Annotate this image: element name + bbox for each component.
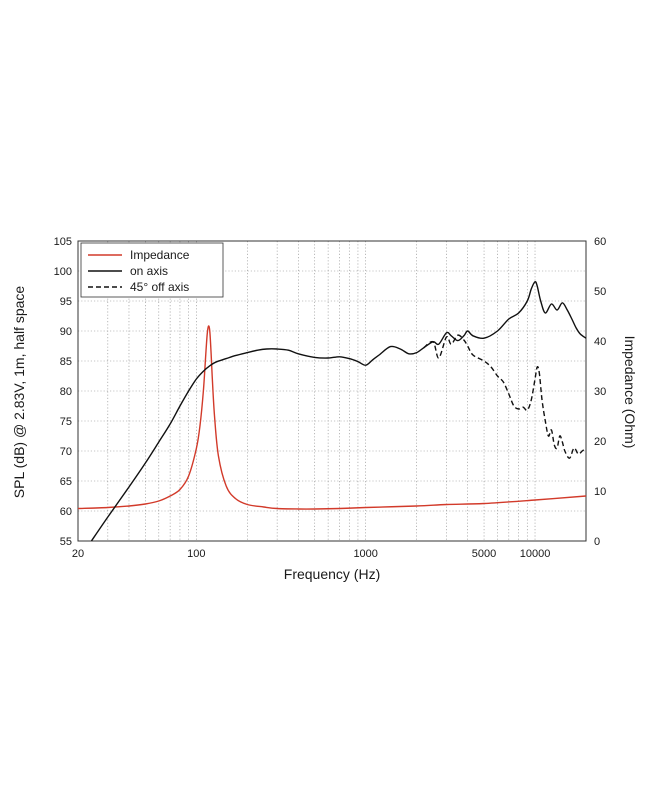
y-axis-right-title: Impedance (Ohm) [622, 336, 638, 449]
y-axis-left-title: SPL (dB) @ 2.83V, 1m, half space [11, 286, 27, 499]
on-axis-curve [90, 281, 586, 541]
x-axis-title: Frequency (Hz) [284, 566, 380, 582]
y-left-tick-label: 85 [60, 356, 72, 368]
x-tick-label: 5000 [472, 548, 496, 560]
y-right-tick-label: 50 [594, 286, 606, 298]
y-right-tick-label: 30 [594, 386, 606, 398]
y-left-tick-label: 65 [60, 476, 72, 488]
plot-frame [77, 240, 587, 542]
y-left-tick-label: 90 [60, 326, 72, 338]
y-left-tick-label: 105 [54, 236, 72, 248]
legend: Impedance on axis 45° off axis [80, 242, 224, 298]
y-right-tick-label: 40 [594, 336, 606, 348]
y-right-tick-label: 60 [594, 236, 606, 248]
tick-labels: 55 60 65 70 75 80 85 90 95 100 105 0 10 20 30 40 50 60 20 1… [54, 236, 607, 560]
legend-box [80, 242, 224, 298]
y-left-tick-label: 95 [60, 296, 72, 308]
y-left-tick-label: 60 [60, 506, 72, 518]
grid [78, 241, 586, 541]
y-right-tick-label: 10 [594, 486, 606, 498]
y-left-tick-label: 70 [60, 446, 72, 458]
legend-label-impedance: Impedance [130, 248, 190, 262]
impedance-curve [78, 325, 586, 510]
y-right-tick-label: 0 [594, 536, 600, 548]
series-lines [78, 281, 586, 541]
y-left-tick-label: 55 [60, 536, 72, 548]
y-right-tick-label: 20 [594, 436, 606, 448]
x-tick-label: 10000 [520, 548, 551, 560]
legend-label-on-axis: on axis [130, 264, 168, 278]
y-left-tick-label: 75 [60, 416, 72, 428]
legend-label-off-axis: 45° off axis [130, 280, 189, 294]
off-axis-curve [423, 334, 586, 459]
y-left-tick-label: 100 [54, 266, 72, 278]
x-tick-label: 1000 [353, 548, 377, 560]
x-tick-label: 100 [187, 548, 205, 560]
x-tick-label: 20 [72, 548, 84, 560]
y-left-tick-label: 80 [60, 386, 72, 398]
